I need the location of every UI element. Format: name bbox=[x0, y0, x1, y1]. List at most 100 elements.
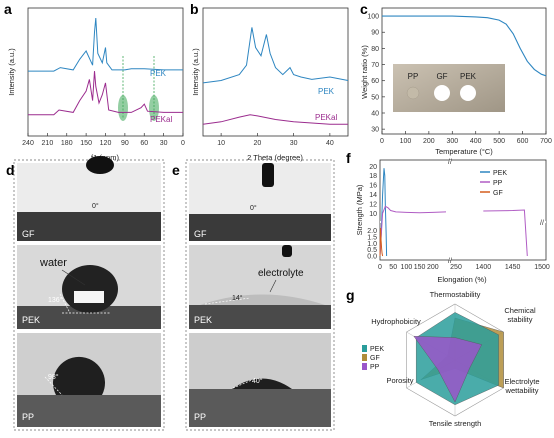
panel-c-xlabel: Temperature (°C) bbox=[435, 147, 493, 156]
panel-e-electrolyte-label: electrolyte bbox=[258, 268, 304, 279]
panel-b-series-pek bbox=[202, 27, 349, 84]
panel-b-tick-label: 40 bbox=[326, 140, 334, 147]
panel-g-label: g bbox=[346, 287, 355, 303]
panel-f-xtick-label: 1450 bbox=[505, 264, 521, 271]
panel-c-ytick-label: 100 bbox=[367, 14, 379, 21]
panel-e-pek-droplet bbox=[200, 294, 325, 305]
panel-a-tick-label: 240 bbox=[22, 140, 34, 147]
panel-g-axis-hydrophobicity: Hydrophobicity bbox=[371, 317, 421, 326]
panel-d-water-pointer bbox=[61, 269, 86, 286]
panel-e-caption-pp: PP bbox=[194, 412, 206, 422]
panel-c-ytick-label: 90 bbox=[371, 30, 379, 37]
panel-b-series-pekal bbox=[202, 114, 348, 125]
panel-c-inset-sample-pek bbox=[460, 85, 476, 101]
panel-a-tick-label: 0 bbox=[181, 140, 185, 147]
panel-c-inset-label-pp: PP bbox=[408, 72, 419, 81]
panel-f-ytick-label: 0.0 bbox=[367, 254, 377, 261]
panel-d-frame bbox=[13, 159, 165, 431]
panel-b-label: b bbox=[190, 1, 199, 17]
panel-c-xtick-label: 600 bbox=[517, 138, 529, 145]
panel-g-legend-gf-swatch bbox=[362, 354, 367, 361]
panel-c-series-pek bbox=[382, 15, 547, 77]
panel-d-photo-pp-substrate bbox=[17, 395, 161, 427]
panel-f-series-pp bbox=[379, 205, 447, 257]
panel-f-series-pp bbox=[483, 209, 528, 257]
panel-f-ylabel: Strength (MPa) bbox=[355, 184, 364, 235]
panel-g-axis-porosity: Porosity bbox=[386, 376, 413, 385]
panel-g-legend-pek-swatch bbox=[362, 345, 367, 352]
panel-e-pek-needle bbox=[282, 245, 292, 257]
panel-f-ytick-label: 16 bbox=[369, 183, 377, 190]
panel-f-frame bbox=[379, 159, 547, 261]
panel-b-tick-label: 30 bbox=[290, 140, 298, 147]
panel-d-angle-pek: 136° bbox=[48, 296, 63, 304]
panel-f-ytick-label: 10 bbox=[369, 211, 377, 218]
panel-c-xtick-label: 100 bbox=[400, 138, 412, 145]
panel-d-pek-droplet bbox=[62, 265, 118, 313]
panel-e-label: e bbox=[172, 162, 180, 178]
panel-d-label: d bbox=[6, 162, 15, 178]
panel-f-ytick-label: 1.0 bbox=[367, 241, 377, 248]
panel-c-xtick-label: 500 bbox=[493, 138, 505, 145]
panel-g-axis-tensile-strength: Tensile strength bbox=[429, 419, 482, 428]
panel-g-axis-chemical-stability-1: Chemical bbox=[504, 306, 536, 315]
panel-c-inset-sample-pp bbox=[406, 86, 420, 100]
panel-f-xtick-label: 100 bbox=[401, 264, 413, 271]
panel-c-inset-label-pek: PEK bbox=[460, 72, 477, 81]
panel-g-axis-electrolyte-wettability-1: Electrolyte bbox=[504, 377, 539, 386]
panel-b-tick-label: 10 bbox=[217, 140, 225, 147]
panel-a-ylabel: Intensity (a.u.) bbox=[7, 48, 16, 96]
panel-d-pp-droplet bbox=[53, 356, 105, 395]
panel-e-gf-needle bbox=[262, 163, 274, 187]
panel-c-ytick-label: 70 bbox=[371, 62, 379, 69]
panel-d-pek-droplet-highlight bbox=[74, 291, 104, 303]
panel-a-series-pekal bbox=[28, 71, 183, 116]
panel-d-water-label: water bbox=[39, 257, 67, 269]
panel-a-tick-label: 150 bbox=[80, 140, 92, 147]
panel-c-ytick-label: 80 bbox=[371, 46, 379, 53]
panel-f-legend-pek: PEK bbox=[493, 170, 507, 177]
panel-e-photo-pp-substrate bbox=[189, 389, 331, 427]
panel-f-xtick-label: 0 bbox=[378, 264, 382, 271]
panel-a-highlight-1 bbox=[118, 95, 128, 121]
panel-f-legend-pp: PP bbox=[493, 180, 503, 187]
panel-a-legend-pekal: PEKal bbox=[150, 115, 172, 124]
panel-a-tick-label: 90 bbox=[121, 140, 129, 147]
panel-f-xtick-label: 1500 bbox=[534, 264, 550, 271]
panel-a-highlight-2 bbox=[149, 95, 159, 121]
panel-c-ylabel: Weight ratio (%) bbox=[360, 45, 369, 99]
panel-e-frame bbox=[185, 159, 335, 431]
panel-a-xticks: 240 210 180 150 120 90 60 30 0 bbox=[22, 133, 185, 147]
panel-e-angle-pp: 40° bbox=[252, 377, 263, 385]
panel-a-label: a bbox=[4, 1, 12, 17]
panel-f-series-gf bbox=[379, 227, 384, 257]
panel-b-tick-label: 20 bbox=[253, 140, 261, 147]
panel-f-ytick-label: 0.5 bbox=[367, 247, 377, 254]
panel-e-pp-droplet bbox=[232, 378, 292, 389]
panel-f-ytick-label: 18 bbox=[369, 173, 377, 180]
panel-c-ytick-label: 30 bbox=[371, 127, 379, 134]
panel-c-ticks: 0 100 200 300 400 500 600 700 100 90 80 70 60 50 40 30 bbox=[367, 14, 552, 145]
panel-d-caption-gf: GF bbox=[22, 229, 35, 239]
panel-f-legend-gf: GF bbox=[493, 190, 503, 197]
panel-a-tick-label: 120 bbox=[100, 140, 112, 147]
panel-e-pek-angle-line bbox=[204, 297, 251, 305]
panel-a-tick-label: 60 bbox=[140, 140, 148, 147]
panel-f-label: f bbox=[346, 150, 351, 166]
panel-c-label: c bbox=[360, 1, 368, 17]
panel-g-legend-pp-swatch bbox=[362, 363, 367, 370]
panel-c-xtick-label: 700 bbox=[540, 138, 552, 145]
panel-b-xticks: 10 20 30 40 bbox=[217, 133, 334, 147]
panel-f-series bbox=[379, 168, 528, 257]
panel-a-legend-pek: PEK bbox=[150, 69, 167, 78]
panel-g-axis-thermostability: Thermostability bbox=[430, 290, 481, 299]
panel-c-xtick-label: 200 bbox=[423, 138, 435, 145]
panel-d-angle-pp: 98° bbox=[48, 373, 59, 381]
panel-f-ytick-label: 14 bbox=[369, 192, 377, 199]
panel-e-electrolyte-pointer bbox=[269, 279, 277, 293]
panel-g-legend-pek: PEK bbox=[370, 346, 384, 353]
panel-c-inset-sample-gf bbox=[434, 85, 450, 101]
panel-e-photo-gf-substrate bbox=[189, 214, 331, 241]
panel-f-xtick-label: 250 bbox=[450, 264, 462, 271]
